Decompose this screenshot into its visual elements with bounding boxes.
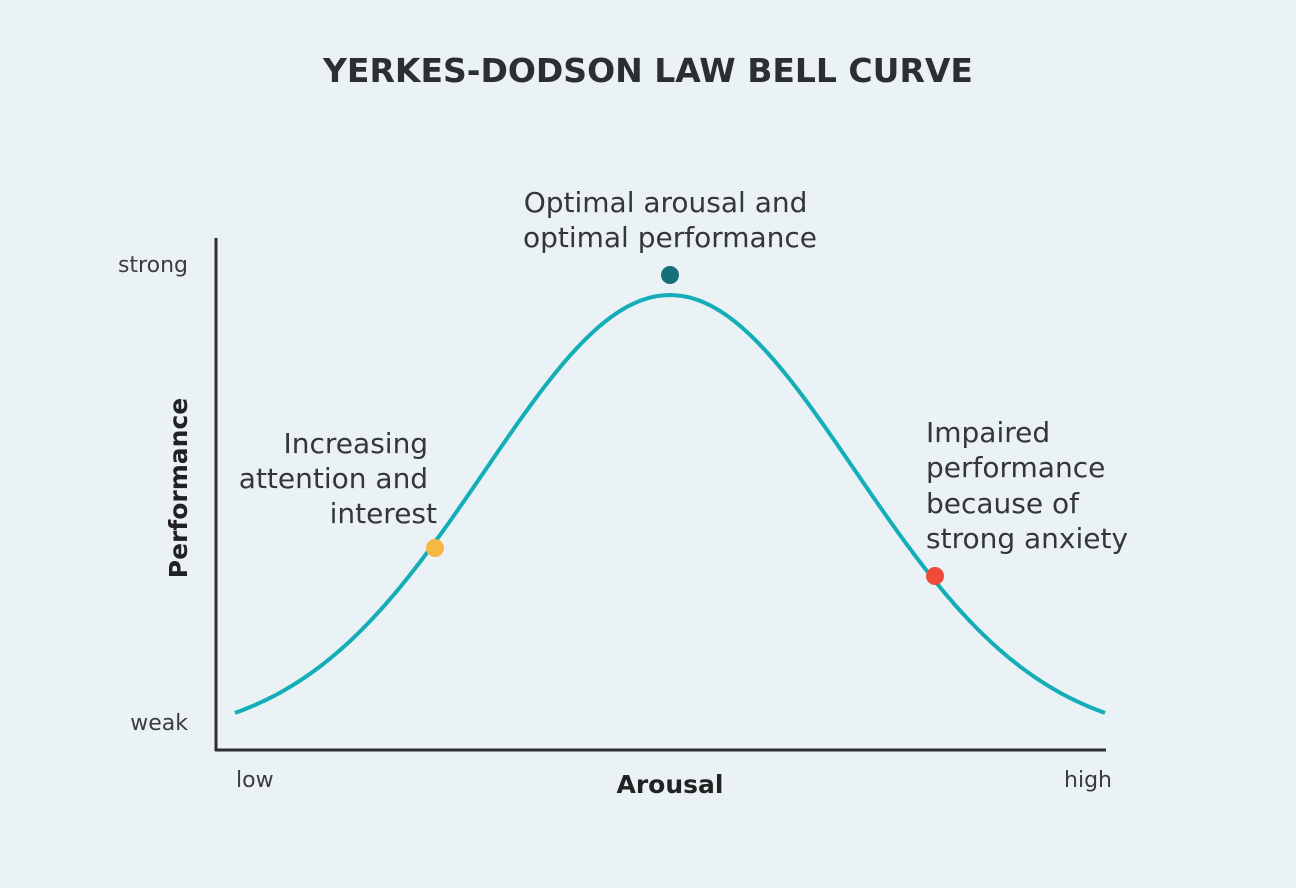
y-low-label: weak bbox=[130, 711, 188, 736]
annotation-line: performance bbox=[926, 451, 1105, 484]
bell-curve bbox=[234, 292, 1106, 715]
annotation-line: Impaired bbox=[926, 416, 1050, 449]
annotation-line: interest bbox=[330, 497, 437, 530]
annotation-left: Increasing attention and interest bbox=[239, 427, 437, 530]
x-low-label: low bbox=[236, 768, 274, 793]
annotation-line: Optimal arousal and bbox=[524, 186, 808, 219]
annotation-line: attention and bbox=[239, 462, 428, 495]
impaired-dot bbox=[926, 567, 944, 585]
annotation-top: Optimal arousal and optimal performance bbox=[523, 186, 817, 254]
x-axis-title: Arousal bbox=[617, 770, 724, 799]
optimal-dot bbox=[661, 266, 679, 284]
x-high-label: high bbox=[1064, 768, 1112, 793]
y-axis-title: Performance bbox=[164, 398, 193, 578]
annotation-right: Impaired performance because of strong a… bbox=[926, 416, 1128, 555]
annotation-line: strong anxiety bbox=[926, 522, 1128, 555]
increasing-dot bbox=[426, 539, 444, 557]
annotation-line: optimal performance bbox=[523, 221, 817, 254]
annotation-line: because of bbox=[926, 487, 1080, 520]
annotation-line: Increasing bbox=[284, 427, 429, 460]
y-high-label: strong bbox=[118, 253, 188, 278]
title: YERKES-DODSON LAW BELL CURVE bbox=[322, 51, 973, 90]
